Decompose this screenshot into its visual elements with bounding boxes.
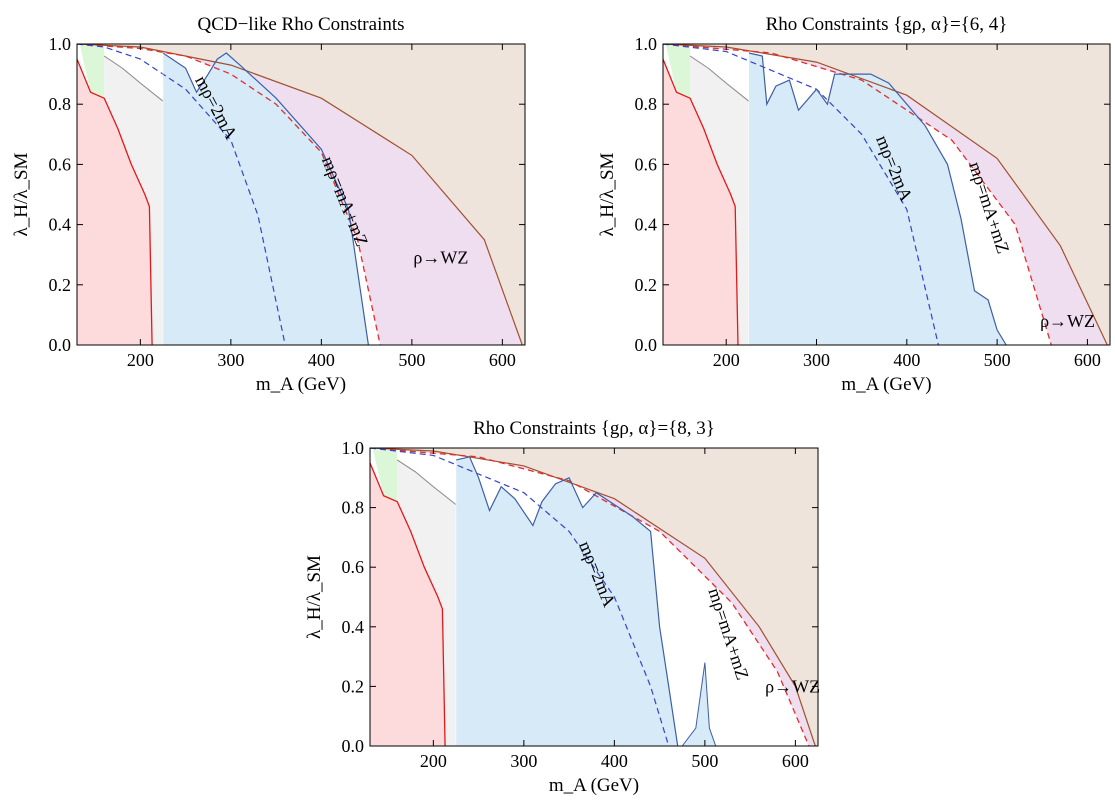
- region-green: [665, 44, 691, 99]
- line-mrho-2ma: [370, 448, 670, 746]
- region-rho-excluded-spike: [681, 662, 717, 746]
- region-red: [77, 59, 153, 345]
- chart-title: QCD−like Rho Constraints: [197, 14, 404, 35]
- region-green: [79, 44, 105, 99]
- x-tick-label: 600: [1074, 350, 1101, 370]
- region-rho-excluded: [456, 456, 678, 746]
- region-rho-excluded: [163, 53, 369, 345]
- x-axis-label: m_A (GeV): [256, 374, 346, 395]
- x-tick-label: 500: [398, 350, 425, 370]
- y-tick-label: 0.8: [635, 94, 658, 114]
- y-axis-label: λ_H/λ_SM: [597, 152, 618, 236]
- plot-area: [370, 448, 818, 746]
- x-tick-label: 200: [713, 350, 740, 370]
- line-mrho-ma-plus-mz: [77, 44, 381, 345]
- x-tick-label: 400: [893, 350, 920, 370]
- plot-frame: [369, 447, 819, 747]
- y-tick-label: 0.6: [635, 154, 658, 174]
- y-tick-label: 0.6: [49, 154, 72, 174]
- panel-qcd-like: 200 300 400 500 600 0.0 0.2 0.4 0.6 0.8 1.0 QCD−lik…: [11, 14, 526, 395]
- y-tick-label: 0.0: [342, 736, 365, 756]
- chart-title: Rho Constraints {gρ, α}={8, 3}: [473, 418, 715, 439]
- x-tick-label: 300: [510, 751, 537, 771]
- line-grey-boundary: [689, 55, 750, 102]
- line-mrho-ma-plus-mz: [370, 448, 810, 746]
- y-tick-label: 0.2: [342, 676, 365, 696]
- x-tick-label: 400: [601, 751, 628, 771]
- plot-frame: [76, 43, 526, 346]
- y-tick-label: 0.4: [342, 617, 365, 637]
- y-tick-label: 0.2: [635, 275, 658, 295]
- x-axis-label: m_A (GeV): [549, 775, 639, 796]
- x-tick-label: 300: [217, 350, 244, 370]
- x-tick-label: 200: [420, 751, 447, 771]
- panel-g6-alpha4: 200 300 400 500 600 0.0 0.2 0.4 0.6 0.8 1.0 Rho Con…: [597, 14, 1111, 395]
- x-tick-label: 400: [308, 350, 335, 370]
- x-tick-label: 500: [691, 751, 718, 771]
- x-tick-label: 200: [127, 350, 154, 370]
- y-tick-label: 0.4: [49, 215, 72, 235]
- y-tick-label: 1.0: [635, 34, 658, 54]
- region-rho-to-wz: [370, 448, 816, 746]
- annotation-label: ρ→WZ: [1040, 311, 1095, 331]
- x-tick-label: 600: [489, 350, 516, 370]
- y-tick-label: 1.0: [342, 438, 365, 458]
- x-tick-label: 300: [803, 350, 830, 370]
- plot-area: [663, 44, 1110, 345]
- annotation-label: ρ→WZ: [765, 676, 820, 696]
- line-kinematic-edge: [370, 448, 816, 746]
- region-red: [663, 59, 738, 345]
- annotation-label: ρ→WZ: [413, 248, 468, 268]
- y-tick-label: 0.4: [635, 215, 658, 235]
- line-grey-boundary: [103, 55, 164, 102]
- line-exclusion-boundary: [455, 456, 679, 746]
- x-axis-label: m_A (GeV): [841, 374, 931, 395]
- y-tick-label: 0.8: [49, 94, 72, 114]
- line-exclusion-boundary: [748, 52, 1007, 345]
- panel-g8-alpha3: 200 300 400 500 600 0.0 0.2 0.4 0.6 0.8 1.0 Rho Con…: [304, 418, 820, 796]
- y-tick-label: 0.8: [342, 498, 365, 518]
- y-tick-label: 1.0: [49, 34, 72, 54]
- plot-frame: [662, 43, 1111, 346]
- y-tick-label: 0.0: [635, 335, 658, 355]
- x-tick-label: 600: [782, 751, 809, 771]
- line-red-boundary: [370, 462, 446, 746]
- y-axis-label: λ_H/λ_SM: [304, 555, 325, 639]
- y-tick-label: 0.0: [49, 335, 72, 355]
- line-grey-boundary: [396, 459, 457, 505]
- line-red-boundary: [663, 58, 739, 345]
- region-rho-to-wz: [663, 44, 1108, 345]
- line-mrho-ma-plus-mz: [663, 44, 1052, 345]
- region-green: [372, 448, 398, 502]
- plot-area: [77, 44, 525, 345]
- y-axis-label: λ_H/λ_SM: [11, 152, 32, 236]
- y-tick-label: 0.6: [342, 557, 365, 577]
- line-red-boundary: [77, 58, 153, 345]
- region-red: [370, 462, 446, 746]
- line-exclusion-boundary: [162, 52, 369, 345]
- x-tick-label: 500: [984, 350, 1011, 370]
- line-mrho-2ma: [663, 44, 939, 345]
- region-rho-to-wz: [77, 44, 523, 345]
- region-rho-excluded: [748, 53, 1007, 345]
- chart-title: Rho Constraints {gρ, α}={6, 4}: [766, 14, 1008, 35]
- y-tick-label: 0.2: [49, 275, 72, 295]
